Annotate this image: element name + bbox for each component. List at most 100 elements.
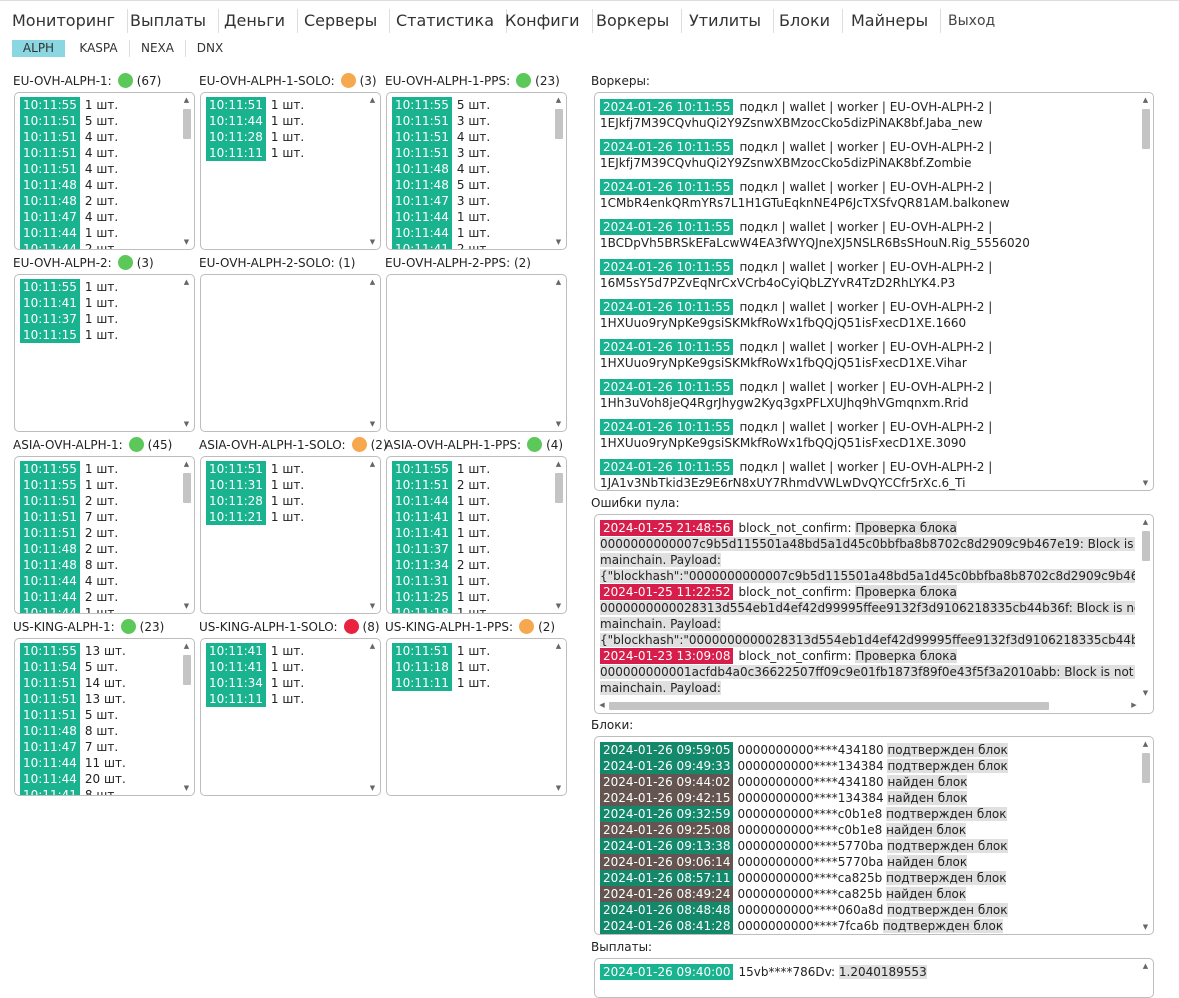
scroll-thumb[interactable] <box>1142 531 1150 561</box>
scroll-down-icon[interactable]: ▼ <box>369 420 376 428</box>
worker-id: 1HXUuo9ryNpKe9gsiSKMkfRoWx1fbQQjQ51isFxe… <box>600 356 967 370</box>
pool-scrollbar[interactable]: ▲ ▼ <box>367 95 378 247</box>
scroll-thumb[interactable] <box>183 473 191 503</box>
share-count: 2 шт. <box>84 542 119 556</box>
scroll-up-icon[interactable]: ▲ <box>369 642 376 650</box>
pool-name: ASIA-OVH-ALPH-1-SOLO: <box>199 438 346 452</box>
nav-utilities[interactable]: Утилиты <box>677 9 775 33</box>
pool-scrollbar[interactable]: ▲ ▼ <box>181 277 192 429</box>
pool-scrollbar[interactable]: ▲ ▼ <box>181 641 192 793</box>
pool-scrollbar[interactable]: ▲ ▼ <box>367 641 378 793</box>
coin-tab-kaspa[interactable]: KASPA <box>68 40 130 57</box>
list-item: 10:11:44 1 шт. <box>392 209 550 225</box>
scroll-thumb[interactable] <box>555 473 563 503</box>
time-badge: 2024-01-26 10:11:55 <box>600 339 734 355</box>
time-badge: 10:11:47 <box>392 193 452 209</box>
scroll-up-icon[interactable]: ▲ <box>1142 962 1149 970</box>
time-badge: 10:11:44 <box>392 493 452 509</box>
coin-tab-dnx[interactable]: DNX <box>196 41 224 55</box>
pool-scrollbar[interactable]: ▲ ▼ <box>553 95 564 247</box>
share-count: 1 шт. <box>456 462 491 476</box>
scroll-up-icon[interactable]: ▲ <box>555 96 562 104</box>
scroll-down-icon[interactable]: ▼ <box>183 238 190 246</box>
nav-servers[interactable]: Серверы <box>292 9 391 33</box>
nav-blocks[interactable]: Блоки <box>767 9 844 33</box>
pool-scrollbar[interactable]: ▲ ▼ <box>553 641 564 793</box>
scroll-down-icon[interactable]: ▼ <box>369 784 376 792</box>
scroll-up-icon[interactable]: ▲ <box>1142 740 1149 748</box>
blocks-scrollbar[interactable]: ▲ ▼ <box>1140 739 1151 932</box>
pool-scrollbar[interactable]: ▲ ▼ <box>553 459 564 611</box>
list-item: 10:11:55 13 шт. <box>20 643 178 659</box>
nav-workers[interactable]: Воркеры <box>584 9 683 33</box>
scroll-up-icon[interactable]: ▲ <box>555 278 562 286</box>
scroll-thumb[interactable] <box>609 702 1049 710</box>
scroll-down-icon[interactable]: ▼ <box>1142 923 1149 931</box>
share-count: 1 шт. <box>456 210 491 224</box>
scroll-up-icon[interactable]: ▲ <box>183 642 190 650</box>
pool-count: (2) <box>538 620 556 634</box>
scroll-down-icon[interactable]: ▼ <box>369 602 376 610</box>
scroll-up-icon[interactable]: ▲ <box>1142 518 1149 526</box>
scroll-down-icon[interactable]: ▼ <box>555 602 562 610</box>
block-hash: 0000000000****434180 <box>737 775 884 789</box>
scroll-thumb[interactable] <box>183 109 191 139</box>
errors-hscrollbar[interactable]: ◀ ▶ <box>597 700 1139 711</box>
scroll-down-icon[interactable]: ▼ <box>555 420 562 428</box>
scroll-up-icon[interactable]: ▲ <box>183 460 190 468</box>
scroll-down-icon[interactable]: ▼ <box>1142 479 1149 487</box>
nav-miners[interactable]: Майнеры <box>839 9 942 33</box>
scroll-up-icon[interactable]: ▲ <box>369 460 376 468</box>
scroll-down-icon[interactable]: ▼ <box>555 784 562 792</box>
scroll-down-icon[interactable]: ▼ <box>369 238 376 246</box>
share-count: 5 шт. <box>84 114 119 128</box>
coin-tab-nexa[interactable]: NEXA <box>130 40 186 57</box>
errors-vscrollbar[interactable]: ▲ ▼ <box>1140 517 1151 698</box>
coin-tab-alph[interactable]: ALPH <box>12 40 65 57</box>
worker-info: подкл | wallet | worker | EU-OVH-ALPH-2 … <box>739 380 993 394</box>
payouts-scrollbar[interactable]: ▲ <box>1140 961 1151 995</box>
scroll-up-icon[interactable]: ▲ <box>555 460 562 468</box>
scroll-up-icon[interactable]: ▲ <box>369 96 376 104</box>
share-count: 1 шт. <box>270 130 305 144</box>
worker-line: 2024-01-26 10:11:55 подкл | wallet | work… <box>600 459 1135 475</box>
share-count: 5 шт. <box>456 98 491 112</box>
pool-scrollbar[interactable]: ▲ ▼ <box>553 277 564 429</box>
nav-configs[interactable]: Конфиги <box>493 9 593 33</box>
scroll-thumb[interactable] <box>555 109 563 139</box>
scroll-down-icon[interactable]: ▼ <box>183 420 190 428</box>
scroll-thumb[interactable] <box>1142 753 1150 783</box>
scroll-right-icon[interactable]: ▶ <box>1131 701 1137 709</box>
time-badge: 10:11:37 <box>392 541 452 557</box>
scroll-thumb[interactable] <box>183 655 191 685</box>
block-hash: 0000000000****c0b1e8 <box>737 823 883 837</box>
pool-scrollbar[interactable]: ▲ ▼ <box>181 95 192 247</box>
scroll-up-icon[interactable]: ▲ <box>183 278 190 286</box>
nav-statistics[interactable]: Статистика <box>384 9 507 33</box>
time-badge: 10:11:51 <box>20 509 80 525</box>
scroll-thumb[interactable] <box>1142 109 1150 149</box>
scroll-down-icon[interactable]: ▼ <box>183 784 190 792</box>
nav-payouts[interactable]: Выплаты <box>118 9 220 33</box>
worker-id: 1EJkfj7M39CQvhuQi2Y9ZsnwXBMzocCko5dizPiN… <box>600 156 972 170</box>
scroll-down-icon[interactable]: ▼ <box>555 238 562 246</box>
scroll-up-icon[interactable]: ▲ <box>183 96 190 104</box>
scroll-up-icon[interactable]: ▲ <box>1142 96 1149 104</box>
time-badge: 10:11:48 <box>20 193 80 209</box>
nav-money[interactable]: Деньги <box>212 9 299 33</box>
scroll-left-icon[interactable]: ◀ <box>599 701 605 709</box>
scroll-down-icon[interactable]: ▼ <box>183 602 190 610</box>
error-code: block_not_confirm: <box>738 649 852 663</box>
scroll-up-icon[interactable]: ▲ <box>369 278 376 286</box>
scroll-up-icon[interactable]: ▲ <box>555 642 562 650</box>
pool-scrollbar[interactable]: ▲ ▼ <box>367 277 378 429</box>
worker-item: 2024-01-26 10:11:55 подкл | wallet | work… <box>600 379 1135 411</box>
pool-scrollbar[interactable]: ▲ ▼ <box>181 459 192 611</box>
nav-monitoring[interactable]: Мониторинг <box>0 9 128 33</box>
pool-scrollbar[interactable]: ▲ ▼ <box>367 459 378 611</box>
workers-scrollbar[interactable]: ▲ ▼ <box>1140 95 1151 488</box>
nav-logout[interactable]: Выход <box>948 13 996 29</box>
list-item: 10:11:48 2 шт. <box>20 541 178 557</box>
share-count: 1 шт. <box>456 676 491 690</box>
scroll-down-icon[interactable]: ▼ <box>1142 689 1149 697</box>
